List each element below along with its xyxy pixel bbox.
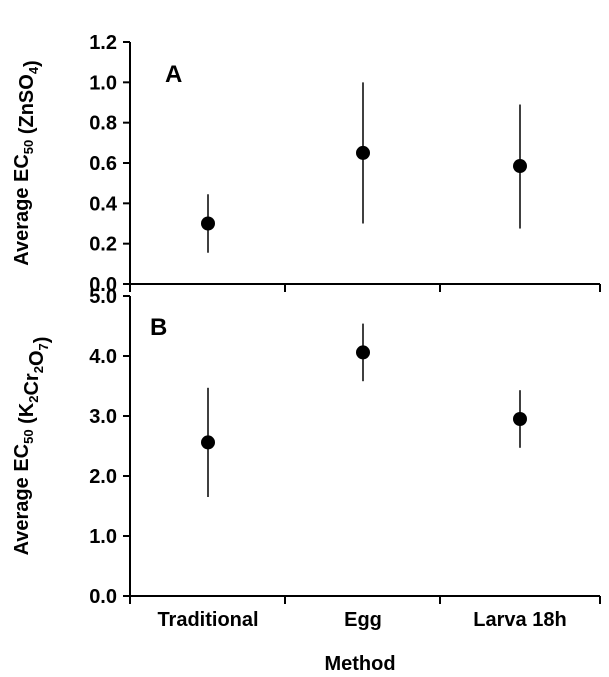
x-axis-title: Method [324, 653, 395, 675]
panel-b-y-tick-label: 1.0 [89, 526, 117, 548]
panel-b-y-tick-label: 2.0 [89, 466, 117, 488]
x-category-labels: Traditional Egg Larva 18h [157, 609, 566, 631]
panel-a: 0.0 0.2 0.4 0.6 0.8 1.0 1.2 A Average EC50 (Zn… [11, 32, 601, 296]
panel-a-label: A [165, 61, 182, 88]
panel-a-data-point [201, 216, 215, 231]
x-category-label: Traditional [157, 609, 258, 631]
panel-b-data-point [356, 345, 370, 360]
panel-a-y-tick-label: 0.8 [89, 113, 117, 135]
panel-a-data-point [356, 145, 370, 160]
panel-b-y-tick-label: 3.0 [89, 406, 117, 428]
panel-b-y-tick-label: 0.0 [89, 586, 117, 608]
panel-a-y-tick-label: 1.0 [89, 72, 117, 94]
panel-a-data-point [513, 159, 527, 174]
panel-b-y-tick-label: 5.0 [89, 286, 117, 308]
panel-b-y-tick-label: 4.0 [89, 346, 117, 368]
panel-a-marks [201, 82, 527, 253]
panel-b-axes: 0.0 1.0 2.0 3.0 4.0 5.0 [89, 286, 601, 608]
panel-a-y-tick-label: 1.2 [89, 32, 117, 54]
panel-a-y-tick-label: 0.6 [89, 153, 117, 175]
panel-b-data-point [513, 412, 527, 426]
panel-b: 0.0 1.0 2.0 3.0 4.0 5.0 B Average EC50 (K2Cr2… [11, 286, 601, 608]
panel-b-ylabel: Average EC50 (K2Cr2O7) [11, 337, 53, 556]
panel-b-marks [201, 323, 527, 497]
x-category-label: Egg [344, 609, 382, 631]
panel-a-ylabel: Average EC50 (ZnSO4) [11, 60, 43, 265]
panel-a-y-tick-label: 0.0 [89, 274, 117, 296]
panel-b-label: B [150, 314, 167, 341]
panel-a-y-tick-label: 0.4 [89, 193, 118, 215]
panel-a-y-tick-label: 0.2 [89, 234, 117, 256]
panel-b-data-point [201, 435, 215, 450]
panel-a-axes: 0.0 0.2 0.4 0.6 0.8 1.0 1.2 [89, 32, 601, 296]
x-category-label: Larva 18h [473, 609, 566, 631]
